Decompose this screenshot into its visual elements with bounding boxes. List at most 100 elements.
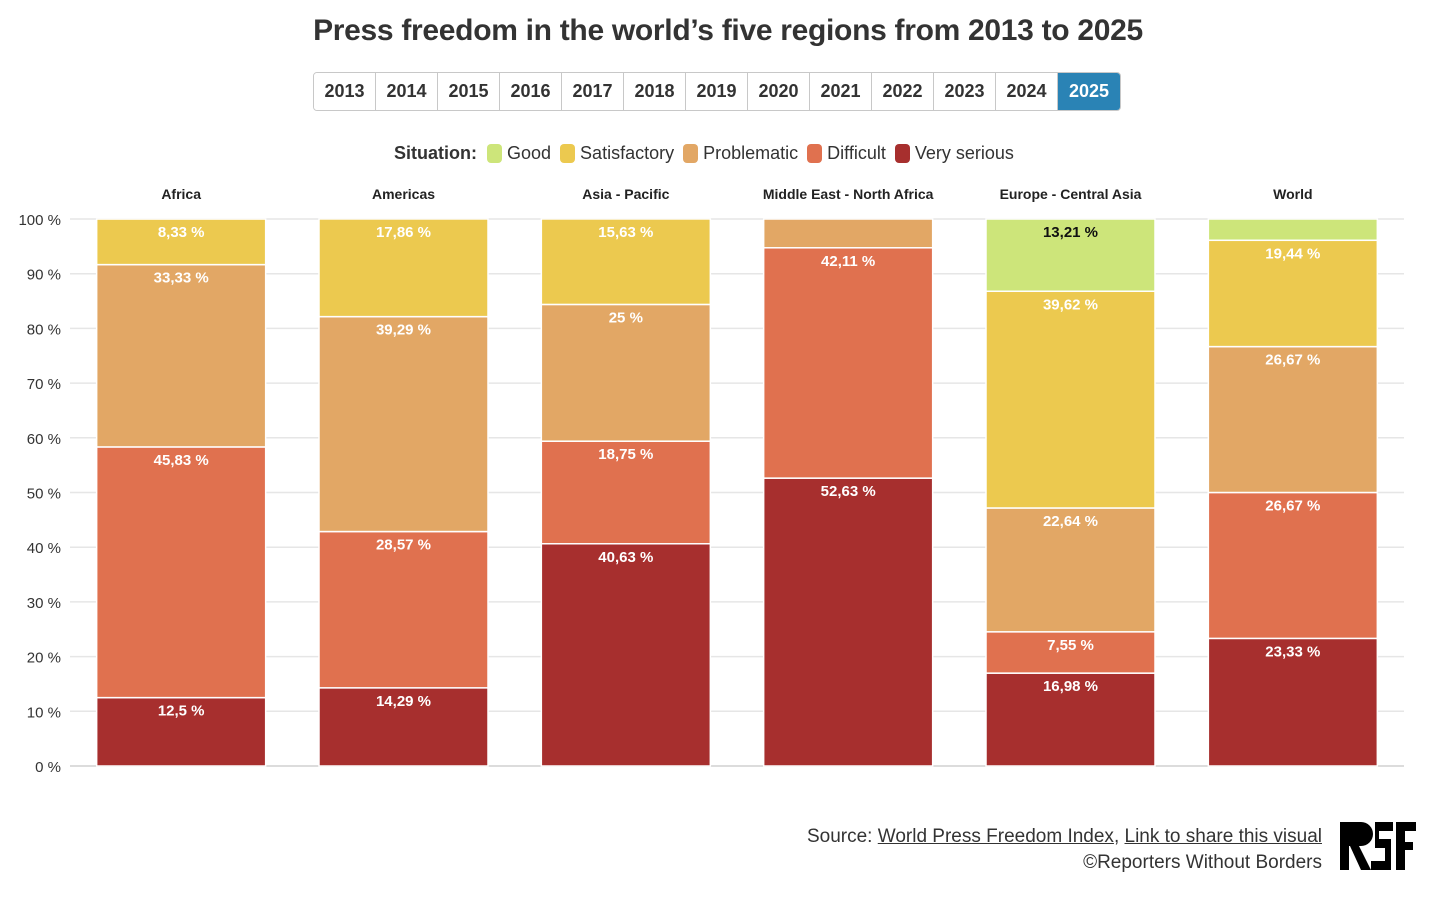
data-label: 22,64 % [1043,513,1098,530]
legend-item-label: Good [507,142,552,163]
legend-item-label: Difficult [827,142,886,163]
share-link[interactable]: Link to share this visual [1124,826,1323,847]
bar-segment [540,440,712,545]
data-label: 26,67 % [1265,352,1320,369]
bar-segment [762,247,934,479]
data-label: 45,83 % [154,452,209,469]
data-label: 15,63 % [598,224,653,241]
year-button-2018[interactable]: 2018 [624,73,686,110]
year-button-2016[interactable]: 2016 [500,73,562,110]
y-tick-label: 0 % [35,759,61,776]
bar-segment [1207,637,1379,767]
bar-segment [540,218,712,306]
copyright: ©Reporters Without Borders [1083,852,1322,873]
legend-swatch [683,143,699,163]
legend-item-satisfactory[interactable]: Satisfactory [560,143,674,164]
data-label: 25 % [609,309,643,326]
y-tick-label: 50 % [27,486,61,503]
data-label: 12,5 % [158,703,205,720]
legend-swatch [487,143,502,163]
category-label: Asia - Pacific [582,186,669,202]
legend-swatch [560,143,576,163]
bar-segment [985,218,1156,293]
year-button-2021[interactable]: 2021 [810,73,872,110]
bar-segment [985,672,1156,767]
data-label: 26,67 % [1265,498,1320,515]
bar-segment [1207,239,1379,348]
y-tick-label: 60 % [27,431,61,448]
year-button-2023[interactable]: 2023 [934,73,996,110]
year-button-2019[interactable]: 2019 [686,73,748,110]
bar-segment [985,507,1156,633]
data-label: 28,57 % [376,537,431,554]
legend-item-very-serious[interactable]: Very serious [894,142,1014,164]
y-tick-label: 10 % [27,704,61,721]
stacked-bar-chart: 0 % 10 % 20 % 30 % 40 % 50 % 60 % 70 % 80 % 90 % 1… [18,186,1404,776]
data-label: 39,29 % [376,322,431,339]
y-tick-label: 90 % [27,267,61,284]
data-label: 13,21 % [1043,224,1098,241]
y-tick-label: 20 % [27,650,61,667]
category-label: Americas [372,186,435,202]
data-label: 16,98 % [1043,678,1098,695]
y-tick-label: 30 % [27,595,61,612]
year-button-2017[interactable]: 2017 [562,73,624,110]
year-button-2025[interactable]: 2025 [1058,73,1120,110]
category-label: World [1273,186,1312,202]
legend-item-good[interactable]: Good [487,143,551,164]
legend-item-difficult[interactable]: Difficult [807,143,886,164]
legend-item-label: Problematic [703,142,799,163]
data-label: 7,55 % [1047,637,1094,654]
legend-swatch [807,143,823,163]
data-label: 19,44 % [1265,245,1320,262]
chart-title: Press freedom in the world’s five region… [313,14,1143,47]
legend-item-label: Very serious [914,142,1014,163]
data-label: 8,33 % [158,224,205,241]
category-label: Europe - Central Asia [1000,186,1142,202]
rsf-logo [1340,822,1416,870]
year-button-2014[interactable]: 2014 [376,73,438,110]
y-tick-label: 100 % [18,212,61,229]
bar-segment [985,290,1156,509]
source-link[interactable]: World Press Freedom Index [877,826,1114,847]
data-label: 17,86 % [376,224,431,241]
y-tick-label: 80 % [27,321,61,338]
data-label: 18,75 % [598,446,653,463]
y-tick-label: 70 % [27,376,61,393]
bar-segment [318,530,489,689]
year-button-2022[interactable]: 2022 [872,73,934,110]
bar-segment [1207,491,1379,640]
year-button-2015[interactable]: 2015 [438,73,500,110]
bar-segment [762,218,934,249]
category-label: Africa [161,186,201,202]
bar-segment [95,218,267,266]
legend: Situation: Good Satisfactory Problematic Di… [394,141,1023,165]
bar-segment [540,543,712,767]
data-label: 23,33 % [1265,643,1320,660]
y-tick-label: 40 % [27,540,61,557]
category-label: Middle East - North Africa [763,186,934,202]
legend-label: Situation: [394,142,477,163]
source-prefix: Source: [806,826,878,847]
data-label: 40,63 % [598,549,653,566]
data-label: 42,11 % [821,253,875,270]
bar-segment [318,315,489,533]
bar-segment [1207,218,1379,242]
year-button-2024[interactable]: 2024 [996,73,1058,110]
data-label: 39,62 % [1043,296,1098,313]
bar-segment [762,477,934,767]
footer: Source: World Press Freedom Index, Link … [807,824,1322,876]
bar-segment [95,696,267,767]
year-button-2020[interactable]: 2020 [748,73,810,110]
legend-item-problematic[interactable]: Problematic [683,143,798,164]
data-label: 14,29 % [376,693,431,710]
data-label: 33,33 % [154,270,209,287]
legend-item-label: Satisfactory [580,142,675,163]
bar-segment [95,263,267,448]
source-separator: , [1113,826,1125,847]
year-selector: 2013 2014 2015 2016 2017 2018 2019 2020 2021 2022… [313,72,1121,111]
bar-segment [318,687,489,767]
data-label: 52,63 % [821,483,876,500]
year-button-2013[interactable]: 2013 [314,73,376,110]
bar-segment [318,218,489,318]
